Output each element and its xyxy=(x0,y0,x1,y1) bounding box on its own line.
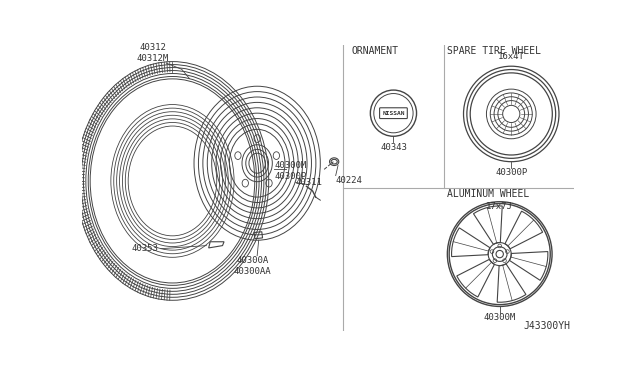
Text: 40343: 40343 xyxy=(380,142,407,151)
Text: 40300P: 40300P xyxy=(495,168,527,177)
Text: 40353: 40353 xyxy=(132,244,159,253)
Text: ORNAMENT: ORNAMENT xyxy=(351,46,398,56)
Text: ALUMINUM WHEEL: ALUMINUM WHEEL xyxy=(447,189,530,199)
Text: 40300M: 40300M xyxy=(484,313,516,322)
Text: J43300YH: J43300YH xyxy=(524,321,570,331)
Text: SPARE TIRE WHEEL: SPARE TIRE WHEEL xyxy=(447,46,541,56)
Text: 17x7J: 17x7J xyxy=(486,202,513,211)
Text: 40311: 40311 xyxy=(296,178,323,187)
Text: 40224: 40224 xyxy=(336,176,363,185)
Text: 16x4T: 16x4T xyxy=(498,52,525,61)
Text: 40312
40312M: 40312 40312M xyxy=(136,43,168,63)
Text: 40300A
40300AA: 40300A 40300AA xyxy=(234,256,271,276)
Text: 40300M
40300P: 40300M 40300P xyxy=(274,161,307,181)
Text: NISSAN: NISSAN xyxy=(382,111,404,116)
